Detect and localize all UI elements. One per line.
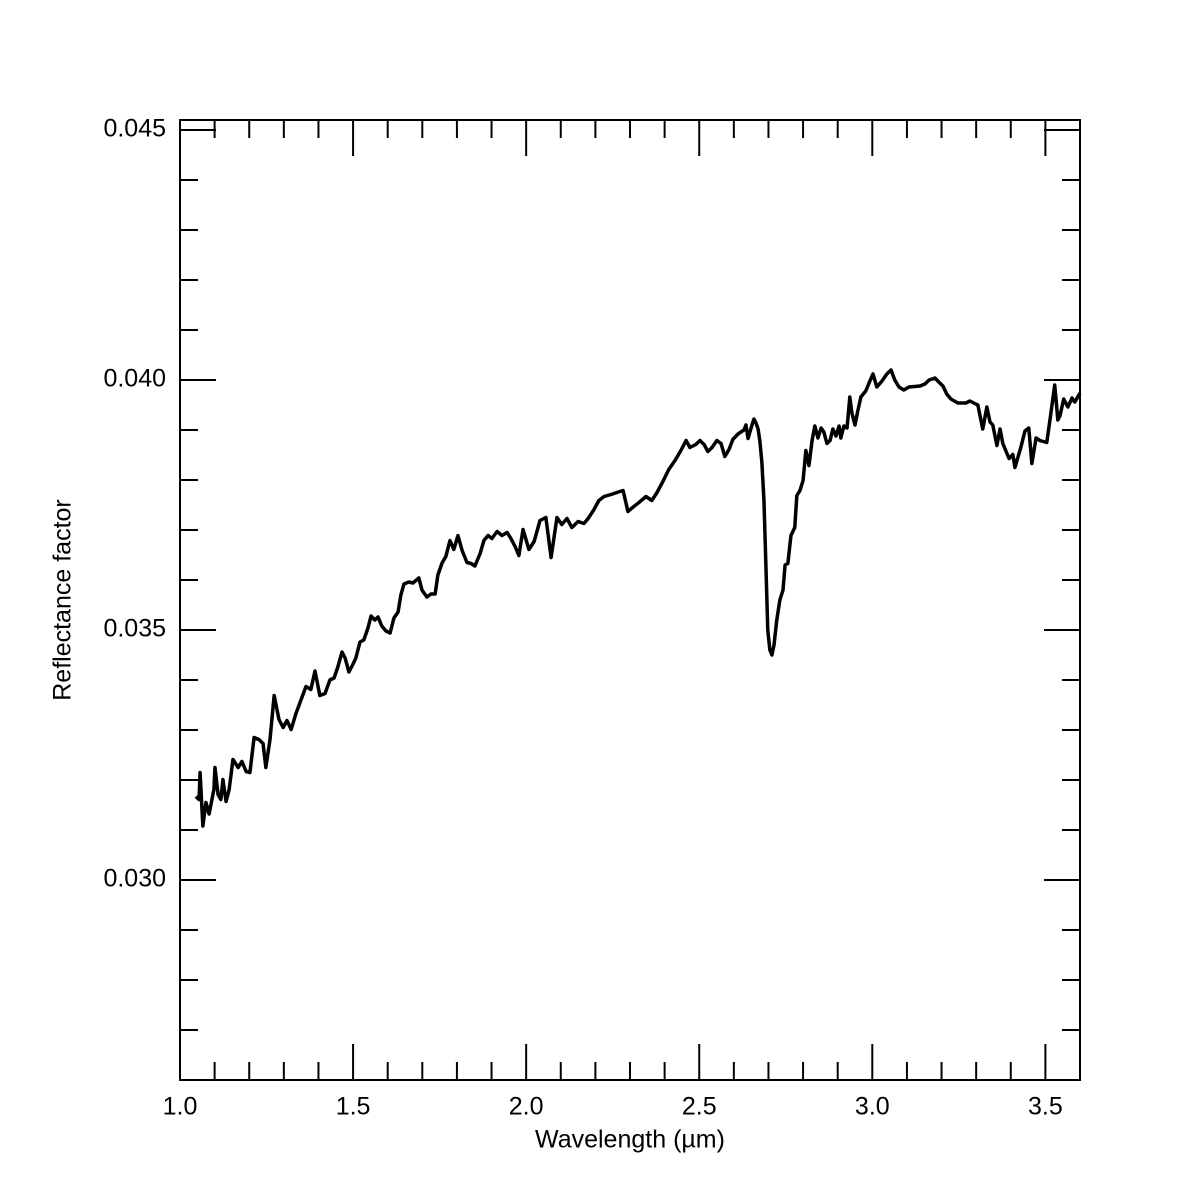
x-tick-label: 2.0 <box>509 1093 544 1121</box>
y-tick-label: 0.045 <box>103 115 166 143</box>
y-axis-title: Reflectance factor <box>49 499 77 701</box>
y-tick-label: 0.030 <box>103 865 166 893</box>
y-tick-label: 0.040 <box>103 365 166 393</box>
spectrum-line <box>194 368 1082 828</box>
x-tick-label: 1.0 <box>163 1093 198 1121</box>
x-tick-label: 2.5 <box>682 1093 717 1121</box>
x-axis-title: Wavelength (µm) <box>535 1126 725 1154</box>
y-tick-label: 0.035 <box>103 615 166 643</box>
x-tick-label: 3.0 <box>855 1093 890 1121</box>
x-tick-label: 3.5 <box>1028 1093 1063 1121</box>
plot-frame <box>179 119 1081 1081</box>
x-tick-label: 1.5 <box>336 1093 371 1121</box>
